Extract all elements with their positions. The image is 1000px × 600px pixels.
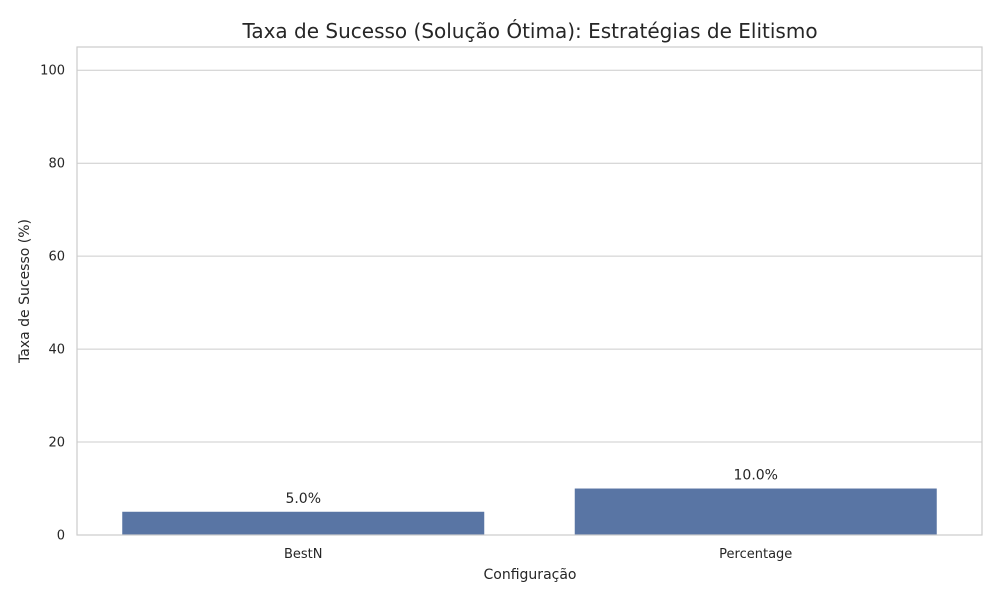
grid-lines [77,69,982,443]
x-axis-label: Configuração [484,567,577,583]
chart-title: Taxa de Sucesso (Solução Ótima): Estraté… [241,19,817,43]
y-tick-label: 20 [48,436,65,451]
x-tick-labels: BestN Percentage [284,547,792,562]
bar-value-label: 5.0% [285,491,321,507]
bars [122,488,937,535]
data-labels: 5.0% 10.0% [285,468,778,507]
bar [122,511,485,535]
y-tick-label: 0 [57,529,65,544]
bar [574,488,937,535]
x-tick-label: BestN [284,547,323,562]
y-tick-label: 80 [48,157,65,172]
y-tick-label: 100 [40,64,65,79]
plot-frame [76,46,983,536]
y-tick-labels: 0 20 40 60 80 100 [40,64,65,544]
y-tick-label: 40 [48,343,65,358]
y-tick-label: 60 [48,250,65,265]
bar-value-label: 10.0% [734,468,778,484]
y-axis-label: Taxa de Sucesso (%) [17,219,33,364]
x-tick-label: Percentage [719,547,792,562]
